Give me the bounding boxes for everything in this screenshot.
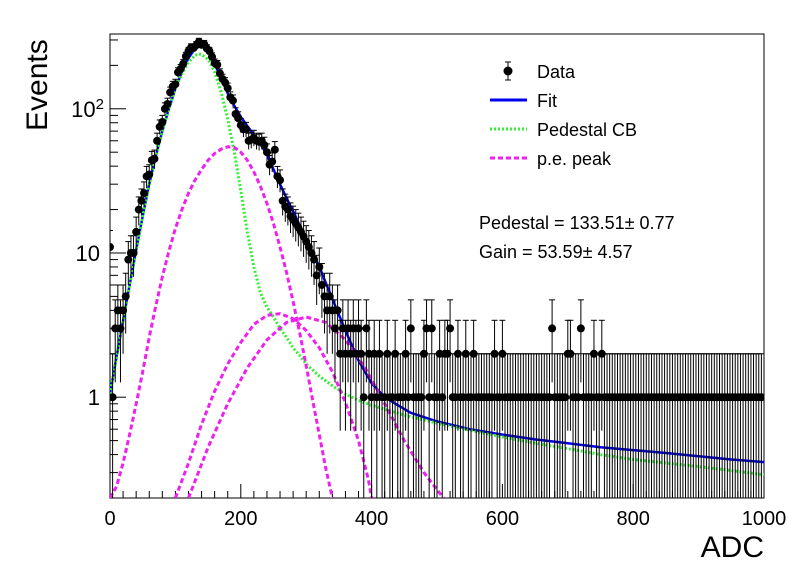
data-point xyxy=(317,263,326,318)
data-point xyxy=(443,319,452,431)
data-point xyxy=(576,299,585,383)
data-point xyxy=(283,196,292,226)
svg-text:Fit: Fit xyxy=(537,91,557,111)
y-tick-label: 102 xyxy=(71,95,104,122)
data-point xyxy=(242,121,251,138)
data-point xyxy=(333,284,342,354)
data-point xyxy=(179,59,188,69)
data-point xyxy=(270,141,279,160)
data-point xyxy=(362,299,371,383)
data-point xyxy=(171,78,180,90)
data-point xyxy=(427,299,436,383)
data-point xyxy=(406,299,415,383)
data-point xyxy=(124,241,133,285)
legend-item-fit: Fit xyxy=(490,91,557,111)
curve-p-e-peak-3 xyxy=(187,315,445,498)
y-tick-label: 10 xyxy=(76,241,100,266)
svg-text:p.e. peak: p.e. peak xyxy=(537,149,612,169)
curve-p-e-peak-2 xyxy=(173,312,374,498)
svg-text:Pedestal CB: Pedestal CB xyxy=(537,120,637,140)
data-point xyxy=(228,94,237,107)
x-tick-label: 0 xyxy=(104,508,115,530)
data-point xyxy=(145,164,154,187)
data-point xyxy=(354,299,363,383)
data-point xyxy=(446,299,455,383)
x-axis-label: ADC xyxy=(701,531,764,564)
data-point xyxy=(757,353,764,498)
x-tick-label: 1000 xyxy=(742,508,787,530)
data-point xyxy=(153,132,162,150)
svg-text:Data: Data xyxy=(537,62,576,82)
curve-p-e-peak-1 xyxy=(110,145,334,498)
x-tick-label: 400 xyxy=(355,508,388,530)
x-tick-label: 600 xyxy=(486,508,519,530)
y-axis-label: Events xyxy=(21,39,54,131)
data-point xyxy=(419,319,428,431)
pedestal-annotation: Pedestal = 133.51± 0.77 xyxy=(479,213,675,233)
legend-item-p-e-peak: p.e. peak xyxy=(490,149,612,169)
data-point xyxy=(213,59,222,70)
data-point xyxy=(158,114,167,130)
y-axis: 1 10 102 xyxy=(71,39,126,499)
legend-item-data: Data xyxy=(503,61,576,82)
x-tick-label: 800 xyxy=(617,508,650,530)
data-point xyxy=(129,235,138,277)
data-point xyxy=(121,272,130,334)
data-point xyxy=(262,143,271,162)
data-point xyxy=(307,235,316,277)
data-point xyxy=(205,46,214,56)
data-point xyxy=(132,216,141,252)
y-tick-label: 1 xyxy=(88,385,100,410)
data-point xyxy=(312,254,321,306)
data-point xyxy=(140,181,149,207)
legend: Data Fit Pedestal CB p.e. peak xyxy=(490,61,637,169)
data-point xyxy=(163,97,172,111)
curve-pedestal-cb xyxy=(110,52,764,477)
data-point xyxy=(589,319,598,431)
gain-annotation: Gain = 53.59± 4.57 xyxy=(479,242,633,262)
data-point xyxy=(359,353,368,498)
data-points xyxy=(110,37,764,498)
data-point xyxy=(150,149,159,169)
legend-item-pedestal-cb: Pedestal CB xyxy=(490,120,637,140)
data-point xyxy=(330,299,339,383)
data-point xyxy=(110,230,114,270)
data-point xyxy=(325,272,334,334)
x-tick-label: 200 xyxy=(224,508,257,530)
x-axis: 0 200 400 600 800 1000 xyxy=(104,484,786,530)
data-point xyxy=(110,353,117,498)
data-point xyxy=(548,299,557,383)
data-point xyxy=(116,299,125,383)
